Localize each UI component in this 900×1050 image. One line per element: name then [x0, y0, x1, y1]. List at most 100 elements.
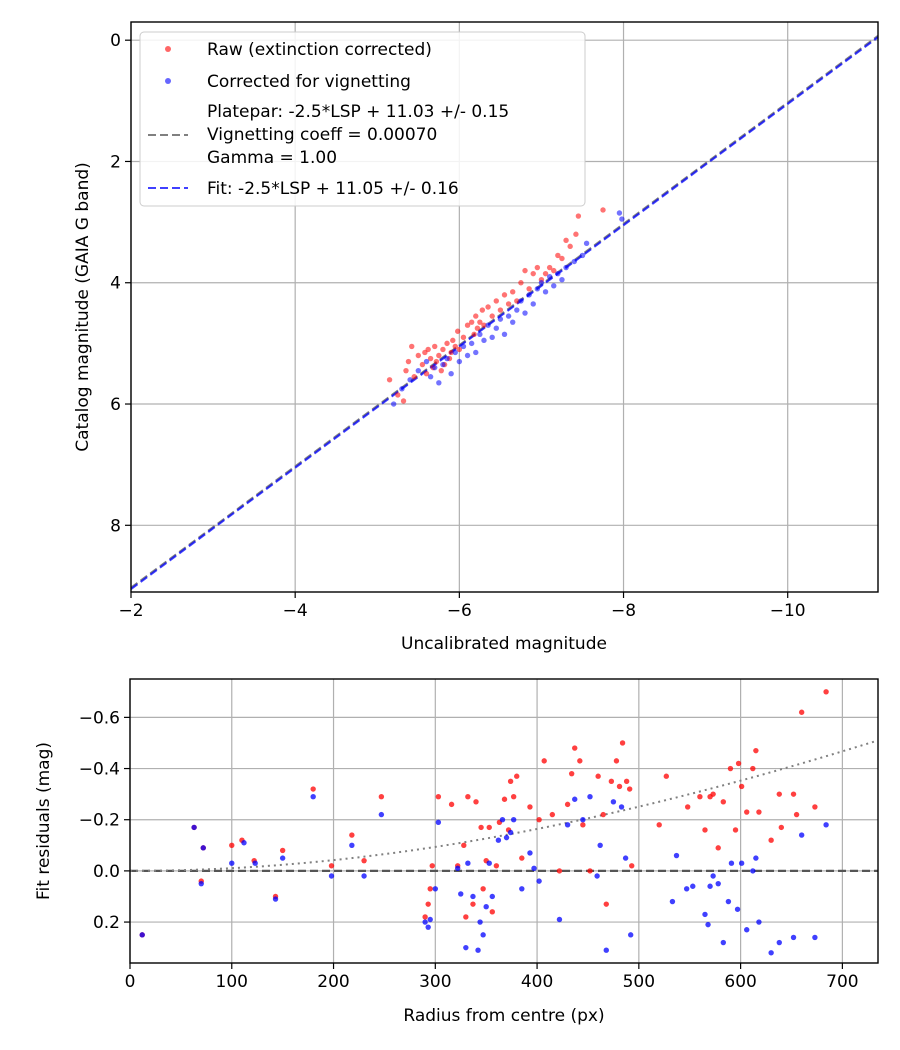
- legend-corrected-marker: [165, 78, 171, 84]
- bottom-raw-point: [486, 824, 492, 831]
- bottom-raw-point: [480, 886, 486, 892]
- bottom-corrected-point: [486, 860, 492, 866]
- top-corrected-point: [518, 298, 524, 304]
- top-raw-point: [477, 319, 483, 325]
- bottom-corrected-point: [564, 822, 571, 828]
- bottom-raw-point: [310, 786, 316, 792]
- bottom-corrected-point: [200, 845, 206, 851]
- top-corrected-point: [501, 331, 508, 337]
- top-x-tick-label: −2: [118, 601, 143, 621]
- top-corrected-point: [514, 307, 520, 313]
- bottom-corrected-point: [272, 896, 279, 902]
- bottom-raw-point: [473, 799, 479, 805]
- top-corrected-point: [460, 343, 467, 350]
- bottom-raw-point: [600, 811, 606, 818]
- bottom-raw-point: [493, 863, 500, 869]
- bottom-raw-point: [425, 901, 431, 907]
- top-y-tick-label: 6: [110, 395, 121, 415]
- top-axis-ticks: −2 −4 −6 −8 −10 0 2 4 6 8: [110, 31, 805, 621]
- top-raw-point: [405, 358, 412, 365]
- bottom-corrected-point: [710, 873, 716, 879]
- bottom-corrected-point: [455, 865, 461, 872]
- top-raw-point: [438, 367, 444, 374]
- bottom-raw-point: [378, 793, 385, 800]
- bottom-raw-point: [738, 783, 745, 790]
- top-raw-point: [493, 298, 499, 304]
- bottom-corrected-point: [279, 855, 286, 861]
- bottom-corrected-point: [378, 811, 385, 818]
- bottom-corrected-point: [435, 819, 442, 825]
- top-raw-point: [559, 255, 565, 262]
- bottom-corrected-point: [229, 860, 235, 866]
- top-corrected-point: [399, 386, 405, 392]
- bottom-corrected-point: [744, 927, 750, 933]
- bottom-axis-ticks: 0 100 200 300 400 500 600 700 0.2 0.0 −0.2 −0.4 −0.6: [79, 708, 859, 992]
- bottom-x-axis-label: Radius from centre (px): [403, 1006, 604, 1026]
- bottom-raw-point: [732, 827, 739, 833]
- bottom-raw-point: [519, 855, 525, 861]
- top-corrected-point: [505, 313, 512, 319]
- top-raw-point: [436, 352, 442, 359]
- bottom-y-axis-label: Fit residuals (mag): [34, 742, 54, 900]
- top-corrected-point: [522, 310, 528, 316]
- bottom-raw-point: [448, 801, 455, 808]
- top-corrected-point: [440, 361, 446, 368]
- bottom-raw-point: [619, 740, 626, 746]
- bottom-corrected-point: [594, 873, 600, 879]
- bottom-corrected-point: [536, 878, 542, 884]
- bottom-raw-point: [580, 822, 586, 828]
- bottom-corrected-point: [734, 906, 741, 912]
- top-raw-point: [530, 270, 536, 277]
- bottom-corrected-point: [463, 944, 469, 951]
- bottom-corrected-point: [756, 919, 762, 925]
- bottom-corrected-point: [556, 916, 563, 923]
- bottom-raw-point: [536, 817, 542, 823]
- top-raw-point: [551, 267, 557, 274]
- top-raw-point: [386, 377, 393, 383]
- bottom-raw-point: [465, 793, 471, 800]
- top-raw-point: [433, 358, 440, 365]
- bottom-raw-point: [279, 847, 286, 854]
- bottom-x-tick-label: 600: [724, 972, 756, 992]
- top-raw-point: [514, 298, 520, 304]
- bottom-corrected-point: [673, 852, 680, 859]
- legend-raw-label: Raw (extinction corrected): [207, 40, 432, 60]
- top-x-tick-label: −10: [770, 601, 806, 621]
- bottom-corrected-point: [702, 911, 708, 918]
- bottom-corrected-point: [519, 886, 525, 892]
- bottom-raw-point: [720, 799, 727, 805]
- top-raw-point: [563, 237, 569, 243]
- top-raw-point: [600, 207, 606, 213]
- bottom-raw-point: [750, 765, 756, 772]
- bottom-raw-point: [613, 758, 620, 764]
- top-corrected-point: [538, 280, 545, 286]
- top-corrected-point: [497, 316, 504, 322]
- bottom-y-tick-label: −0.2: [79, 811, 120, 831]
- bottom-raw-point: [501, 796, 508, 802]
- top-corrected-point: [579, 252, 586, 259]
- bottom-corrected-point: [628, 932, 634, 938]
- bottom-corrected-point: [241, 840, 247, 846]
- legend-gamma-label: Gamma = 1.00: [207, 148, 337, 168]
- bottom-corrected-point: [705, 921, 711, 928]
- top-corrected-point: [489, 334, 495, 341]
- top-corrected-point: [493, 325, 499, 331]
- bottom-raw-point: [572, 745, 578, 751]
- top-corrected-point: [473, 349, 479, 356]
- bottom-corrected-point: [349, 842, 355, 849]
- bottom-raw-point: [429, 863, 435, 869]
- bottom-corrected-point: [776, 939, 782, 946]
- top-corrected-point: [415, 367, 422, 374]
- top-raw-point: [518, 280, 524, 286]
- bottom-corrected-point: [580, 817, 586, 823]
- bottom-raw-point: [470, 901, 476, 907]
- bottom-raw-point: [656, 822, 662, 828]
- bottom-x-tick-label: 100: [216, 972, 248, 992]
- top-y-axis-label: Catalog magnitude (GAIA G band): [73, 162, 93, 452]
- bottom-corrected-point: [503, 834, 510, 841]
- top-raw-point: [468, 319, 475, 325]
- top-raw-point: [456, 346, 463, 353]
- bottom-corrected-point: [510, 817, 517, 823]
- bottom-corrected-point: [750, 868, 756, 874]
- top-corrected-point: [468, 340, 475, 347]
